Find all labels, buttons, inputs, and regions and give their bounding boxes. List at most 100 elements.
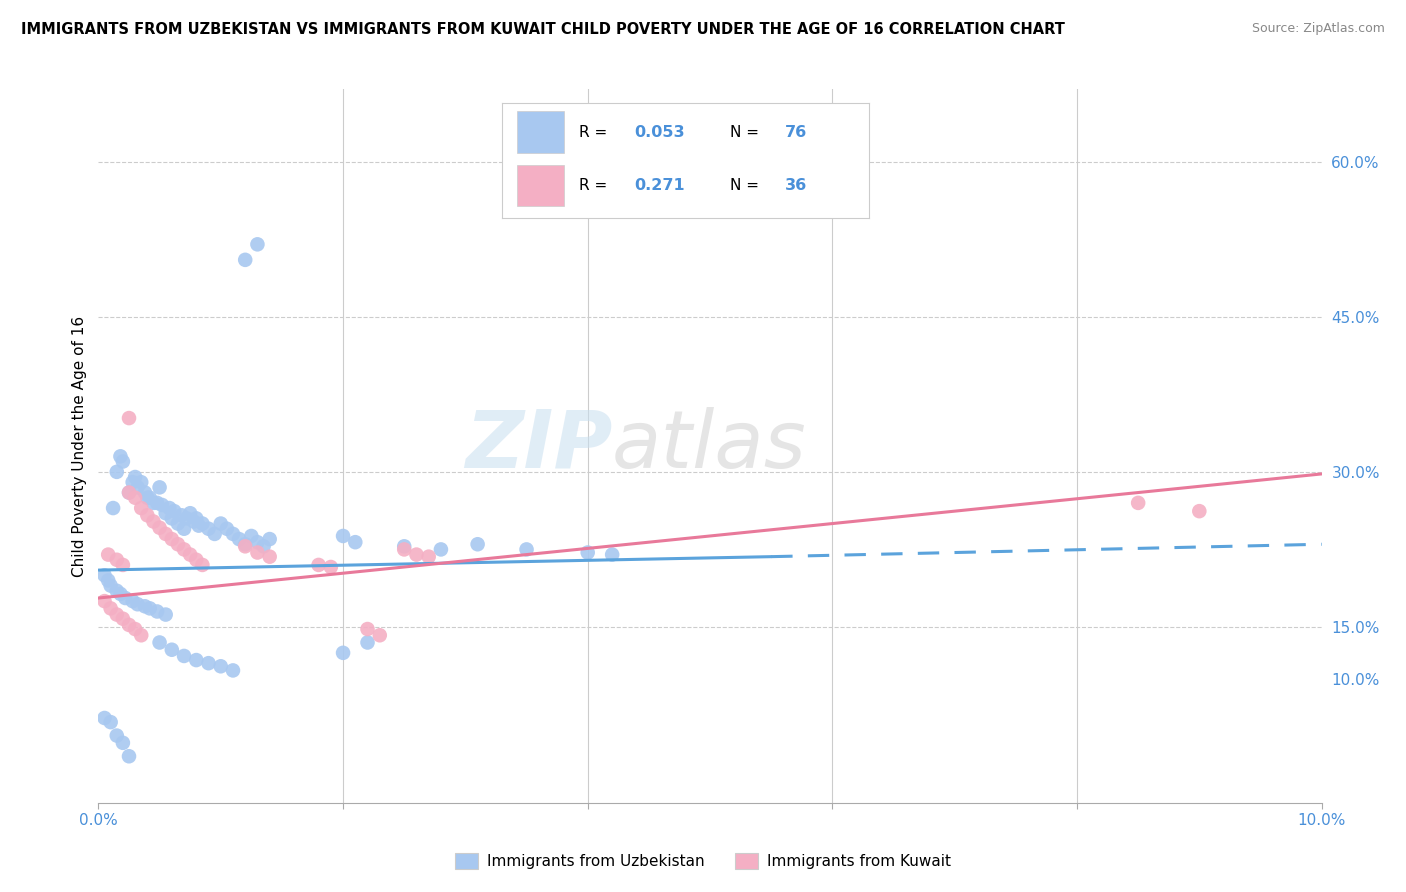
Point: [167, 516, 190, 531]
Point: [167, 537, 190, 551]
Point: [246, 535, 269, 549]
Point: [209, 659, 232, 673]
Point: [111, 612, 134, 626]
Point: [344, 535, 367, 549]
Point: [183, 515, 205, 529]
Point: [149, 521, 172, 535]
Point: [139, 491, 162, 505]
Point: [215, 522, 238, 536]
Point: [170, 508, 193, 523]
Point: [516, 542, 538, 557]
Point: [149, 480, 172, 494]
Point: [124, 622, 146, 636]
Point: [576, 545, 599, 559]
Point: [118, 618, 141, 632]
Point: [187, 518, 209, 533]
Point: [139, 601, 162, 615]
Point: [93, 594, 115, 608]
Point: [173, 648, 195, 663]
Point: [173, 542, 195, 557]
Point: [222, 664, 245, 678]
Legend: Immigrants from Uzbekistan, Immigrants from Kuwait: Immigrants from Uzbekistan, Immigrants f…: [449, 847, 957, 875]
Text: Source: ZipAtlas.com: Source: ZipAtlas.com: [1251, 22, 1385, 36]
Point: [173, 522, 195, 536]
Point: [146, 496, 169, 510]
Point: [105, 607, 128, 622]
Point: [191, 516, 214, 531]
Point: [129, 628, 152, 642]
Point: [114, 591, 136, 605]
Point: [97, 574, 120, 588]
Point: [356, 622, 378, 636]
Point: [136, 508, 159, 523]
Point: [160, 532, 183, 546]
Point: [105, 465, 128, 479]
Point: [110, 587, 132, 601]
Point: [118, 485, 141, 500]
Y-axis label: Child Poverty Under the Age of 16: Child Poverty Under the Age of 16: [72, 316, 87, 576]
Point: [160, 511, 183, 525]
Point: [118, 411, 141, 425]
Point: [233, 252, 256, 267]
Point: [105, 583, 128, 598]
Point: [259, 532, 281, 546]
Point: [124, 491, 146, 505]
Point: [93, 711, 115, 725]
Point: [100, 601, 122, 615]
Point: [1128, 496, 1150, 510]
Point: [136, 491, 159, 505]
Point: [129, 475, 152, 490]
Point: [233, 539, 256, 553]
Point: [176, 511, 198, 525]
Point: [97, 548, 120, 562]
Point: [191, 558, 214, 572]
Point: [1188, 504, 1211, 518]
Point: [240, 529, 263, 543]
Point: [155, 506, 177, 520]
Point: [186, 653, 208, 667]
Point: [319, 560, 342, 574]
Point: [405, 548, 427, 562]
Point: [246, 545, 269, 559]
Point: [197, 656, 219, 670]
Point: [110, 450, 132, 464]
Point: [124, 470, 146, 484]
Point: [101, 501, 124, 516]
Point: [204, 527, 226, 541]
Point: [186, 553, 208, 567]
Point: [197, 522, 219, 536]
Point: [186, 511, 208, 525]
Point: [467, 537, 489, 551]
Point: [93, 568, 115, 582]
Point: [121, 475, 143, 490]
Point: [142, 496, 165, 510]
Point: [392, 539, 416, 553]
Point: [121, 594, 143, 608]
Point: [392, 542, 416, 557]
Point: [332, 646, 354, 660]
Point: [134, 599, 156, 614]
Point: [111, 454, 134, 468]
Point: [222, 527, 245, 541]
Point: [356, 635, 378, 649]
Point: [118, 749, 141, 764]
Point: [105, 729, 128, 743]
Point: [368, 628, 391, 642]
Text: IMMIGRANTS FROM UZBEKISTAN VS IMMIGRANTS FROM KUWAIT CHILD POVERTY UNDER THE AGE: IMMIGRANTS FROM UZBEKISTAN VS IMMIGRANTS…: [21, 22, 1064, 37]
Point: [228, 532, 250, 546]
Point: [332, 529, 354, 543]
Point: [111, 736, 134, 750]
Point: [127, 480, 149, 494]
Point: [100, 715, 122, 730]
Point: [149, 635, 172, 649]
Point: [157, 501, 180, 516]
Point: [146, 605, 169, 619]
Point: [259, 549, 281, 564]
Point: [155, 527, 177, 541]
Point: [252, 539, 274, 553]
Point: [233, 537, 256, 551]
Point: [600, 548, 623, 562]
Point: [129, 501, 152, 516]
Point: [155, 607, 177, 622]
Point: [209, 516, 232, 531]
